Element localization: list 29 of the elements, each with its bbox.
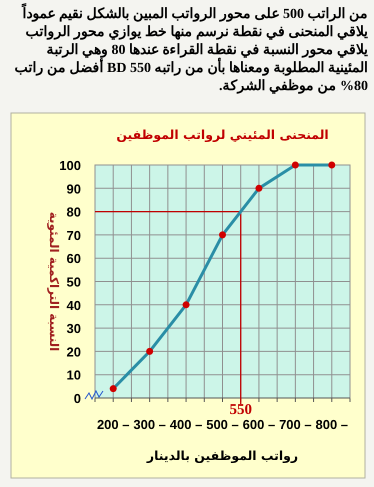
point [146, 348, 154, 355]
point [255, 184, 262, 192]
chart-title: المنحنى المئيني لرواتب الموظفين [116, 127, 329, 143]
ref-line-label: 550 [229, 402, 252, 418]
y-tick-label: 100 [59, 158, 81, 173]
point [328, 162, 336, 168]
y-tick-label: 90 [66, 181, 81, 196]
x-axis-title: رواتب الموظفين بالدينار [146, 448, 298, 464]
x-tick-label: 700 – [279, 417, 312, 432]
point [182, 301, 190, 308]
y-tick-label: 80 [66, 204, 81, 220]
y-tick-label: 60 [66, 251, 81, 266]
point [219, 231, 226, 238]
y-tick-label: 40 [66, 298, 81, 313]
point [292, 162, 299, 168]
y-tick-label: 0 [74, 391, 81, 406]
y-tick-label: 70 [66, 228, 81, 243]
point [110, 385, 117, 392]
x-tick-label: 800 – [316, 417, 348, 432]
x-tick-label: 300 – [133, 417, 166, 432]
x-tick-label: 200 – [96, 417, 130, 432]
y-tick-label: 50 [66, 274, 81, 290]
y-axis-title: النسبة التراكمية المئوية [47, 212, 61, 352]
y-tick-label: 10 [66, 368, 81, 383]
x-tick-label: 500 – [206, 417, 239, 432]
y-tick-label: 30 [66, 321, 81, 336]
y-tick-label: 20 [66, 344, 81, 360]
x-tick-label: 400 – [170, 417, 202, 432]
x-tick-label: 600 – [242, 417, 276, 432]
